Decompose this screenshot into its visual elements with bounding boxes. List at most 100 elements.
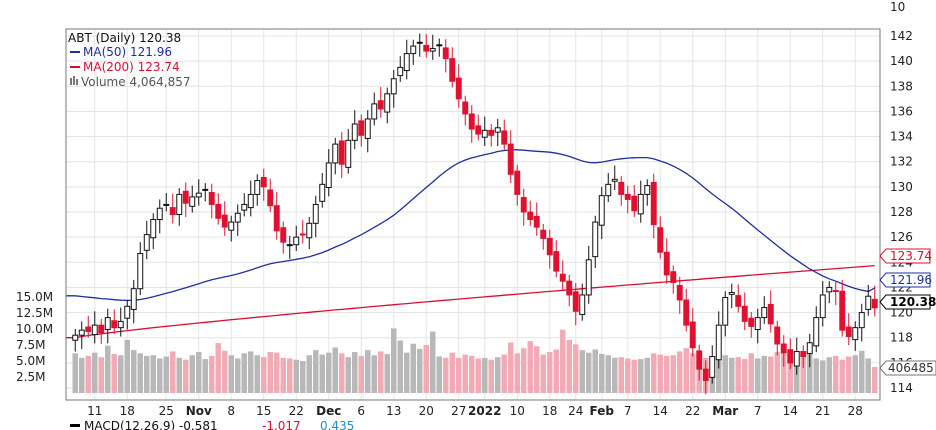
candle-body [546,237,553,256]
volume-bar [131,350,137,393]
candle-body [715,324,722,361]
candle-body [657,227,664,253]
volume-bar [196,352,202,393]
candle-body [410,45,417,55]
candle-body [377,100,384,110]
candle-body [579,294,586,315]
candle-body [618,181,625,195]
candle-body [689,321,696,349]
volume-bar [579,350,585,393]
macd-signal-value: -1.017 [262,419,301,430]
candle-body [839,290,846,331]
volume-tick-label: 5.0M [16,354,45,368]
legend: ABT (Daily) 120.38 MA(50) 121.96 MA(200)… [68,31,191,89]
candle-body [234,212,241,223]
candle-body [364,118,371,139]
candle-body [468,113,475,130]
volume-bar [443,357,449,393]
candle-body [130,288,137,310]
volume-bar [534,346,540,393]
volume-tick-label: 2.5M [16,370,45,384]
time-tick-label: Mar [712,404,738,418]
volume-bar [462,354,468,393]
volume-bar [768,356,774,393]
volume-legend-bar [73,76,75,85]
time-tick-label: 20 [419,404,434,418]
candle-body [871,298,878,309]
volume-tag-label: 406485 [888,361,934,375]
volume-bar [729,357,735,393]
volume-bar [644,357,650,393]
volume-bar [748,353,754,393]
volume-bar [417,348,423,393]
volume-bar [235,358,241,393]
candle-body [111,320,118,329]
candle-body [260,176,267,188]
time-tick-label: 18 [542,404,557,418]
volume-bar [293,359,299,393]
candle-body [286,244,293,247]
candle-body [455,77,462,100]
candle-body [338,140,345,165]
value-tag [879,272,931,288]
volume-bar [261,357,267,393]
candle-body [247,193,254,209]
ma50-line [66,149,876,302]
candle-body [735,295,742,307]
volume-bar [111,353,117,393]
volume-bar [209,355,215,393]
volume-bar [248,351,254,393]
candle-body [754,317,761,331]
volume-bar [358,355,364,393]
volume-bar [274,352,280,393]
volume-bar [183,359,189,393]
volume-bar [345,357,351,393]
time-tick-label: 8 [227,404,235,418]
candle-body [572,291,579,312]
candle-body [559,273,566,282]
volume-bar [124,339,130,393]
volume-bar [391,328,397,393]
volume-bar [170,351,176,393]
candle-body [280,227,287,243]
candle-body [826,286,833,293]
candle-body [397,66,404,77]
volume-axis: 15.0M 12.5M 10.0M 7.5M 5.0M 2.5M [16,290,53,384]
volume-bar [787,355,793,393]
volume-bar [625,358,631,393]
candle-body [800,351,807,358]
volume-bar [501,354,507,393]
candle-body [156,207,163,221]
candle-body [358,120,365,136]
candle-body [722,296,729,326]
candle-body [514,170,521,195]
volume-tick-label: 7.5M [16,338,45,352]
volume-bar [378,351,384,393]
volume-bars [72,328,878,393]
volume-bar [365,350,371,393]
candle-body [644,185,651,195]
volume-bar [430,331,436,393]
volume-tick-label: 12.5M [16,306,53,320]
volume-bar [202,359,208,393]
candle-body [299,233,306,236]
candle-body [819,294,826,319]
volume-bar [813,358,819,393]
ma200-line [66,264,875,339]
time-tick-label: 22 [289,404,304,418]
volume-bar [677,351,683,393]
candle-body [403,53,410,72]
price-candles [72,33,878,395]
candle-body [481,129,488,138]
volume-tick-label: 10.0M [16,322,53,336]
candle-body [663,251,670,276]
volume-bar [540,354,546,393]
candle-body [221,214,228,228]
candle-body [78,329,85,336]
volume-bar [527,341,533,393]
value-tag-label: 123.74 [890,249,932,263]
volume-bar [826,357,832,393]
candle-body [767,303,774,325]
volume-bar [105,345,111,393]
